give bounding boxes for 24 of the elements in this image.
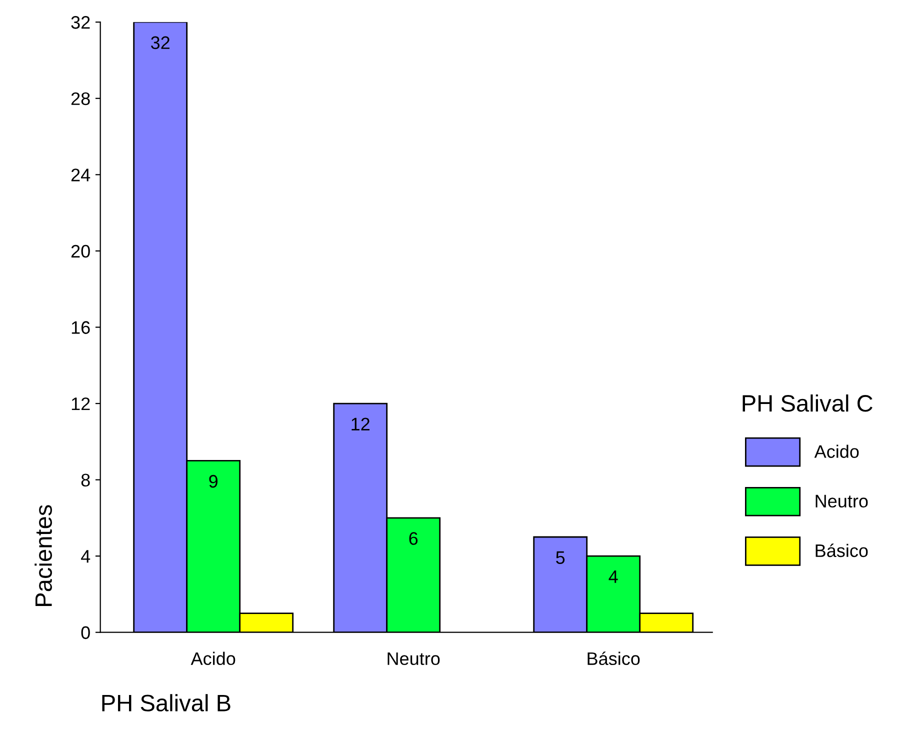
x-tick-label: Neutro — [388, 652, 440, 666]
data-label: 6 — [409, 532, 418, 545]
legend-label: Acido — [814, 444, 859, 458]
y-tick-label: 4 — [80, 550, 90, 563]
data-label: 4 — [608, 570, 618, 583]
y-tick-label: 8 — [81, 474, 90, 487]
data-label: 9 — [209, 474, 218, 488]
legend-title: PH Salival C — [742, 394, 872, 412]
y-tick-label: 32 — [71, 16, 90, 29]
x-axis-title: PH Salival B — [102, 694, 230, 712]
legend-label: Neutro — [816, 494, 868, 508]
y-tick-label: 0 — [81, 626, 90, 640]
legend-label: Básico — [816, 544, 868, 558]
y-tick-label: 24 — [71, 168, 90, 182]
y-axis-title: Pacientes — [34, 505, 52, 606]
data-label: 5 — [556, 551, 565, 564]
y-tick-label: 16 — [72, 321, 90, 334]
y-tick-label: 28 — [71, 92, 90, 106]
x-tick-label: Básico — [588, 652, 640, 666]
data-label: 32 — [150, 36, 170, 50]
y-tick-label: 20 — [71, 244, 90, 258]
data-label: 12 — [352, 418, 370, 430]
y-tick-label: 12 — [72, 397, 90, 410]
x-tick-label: Acido — [190, 652, 236, 666]
